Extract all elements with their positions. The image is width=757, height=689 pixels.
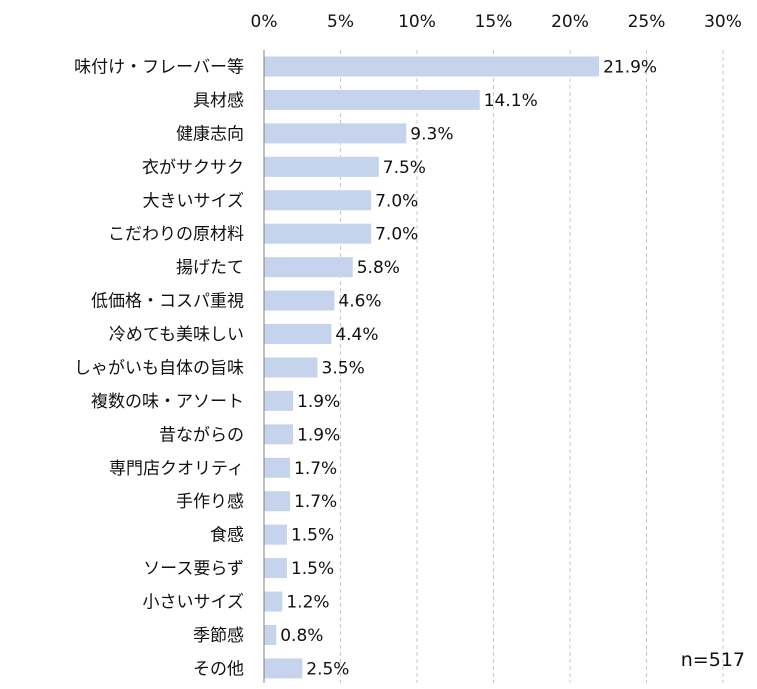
category-label: 低価格・コスパ重視 bbox=[91, 292, 244, 312]
x-tick-label: 5% bbox=[327, 12, 354, 32]
bar bbox=[264, 357, 318, 378]
gridlines bbox=[340, 50, 724, 683]
x-tick-label: 30% bbox=[704, 12, 742, 32]
bar bbox=[264, 123, 407, 144]
bar bbox=[264, 624, 277, 645]
value-label: 4.6% bbox=[338, 292, 381, 312]
bar bbox=[264, 223, 372, 244]
category-label: しゃがいも自体の旨味 bbox=[74, 358, 244, 378]
value-label: 1.5% bbox=[291, 559, 334, 579]
bar bbox=[264, 156, 379, 177]
category-label: 季節感 bbox=[193, 626, 244, 646]
category-label: 具材感 bbox=[193, 91, 244, 111]
category-label: 冷めても美味しい bbox=[109, 325, 244, 345]
value-label: 0.8% bbox=[280, 626, 323, 646]
category-label: 複数の味・アソート bbox=[91, 392, 244, 412]
category-label: 衣がサクサク bbox=[142, 158, 244, 178]
category-label: 揚げたて bbox=[176, 258, 244, 278]
bar bbox=[264, 257, 353, 278]
bar bbox=[264, 56, 600, 77]
category-label: その他 bbox=[193, 659, 244, 679]
bar bbox=[264, 591, 283, 612]
bar bbox=[264, 524, 287, 545]
category-label: 昔ながらの bbox=[159, 425, 244, 445]
category-label: こだわりの原材料 bbox=[108, 225, 244, 245]
value-label: 3.5% bbox=[322, 358, 365, 378]
value-label: 1.7% bbox=[294, 492, 337, 512]
value-label: 7.0% bbox=[375, 225, 418, 245]
value-label: 1.5% bbox=[291, 526, 334, 546]
bar bbox=[264, 558, 287, 579]
sample-size-annotation: n=517 bbox=[681, 649, 745, 671]
bar bbox=[264, 390, 294, 411]
category-label: ソース要らず bbox=[143, 559, 244, 579]
category-label: 食感 bbox=[210, 526, 244, 546]
value-label: 7.0% bbox=[375, 191, 418, 211]
value-label: 1.9% bbox=[297, 392, 340, 412]
bar bbox=[264, 324, 332, 345]
category-label: 健康志向 bbox=[176, 124, 244, 144]
value-label: 1.9% bbox=[297, 425, 340, 445]
x-tick-label: 15% bbox=[475, 12, 513, 32]
bar bbox=[264, 658, 303, 679]
value-label: 4.4% bbox=[335, 325, 378, 345]
value-labels: 21.9% 14.1% 9.3% 7.5% 7.0% 7.0% 5.8% 4.6% 4.4% 3.… bbox=[280, 58, 657, 680]
bar bbox=[264, 89, 480, 110]
category-label: 味付け・フレーバー等 bbox=[74, 58, 244, 78]
x-tick-label: 25% bbox=[628, 12, 666, 32]
value-label: 5.8% bbox=[357, 258, 400, 278]
value-label: 21.9% bbox=[603, 58, 657, 78]
bar bbox=[264, 424, 294, 445]
category-label: 大きいサイズ bbox=[143, 191, 245, 211]
value-label: 1.7% bbox=[294, 459, 337, 479]
x-tick-label: 0% bbox=[251, 12, 278, 32]
category-label: 小さいサイズ bbox=[143, 593, 245, 613]
value-label: 14.1% bbox=[484, 91, 538, 111]
bar bbox=[264, 491, 291, 512]
bar bbox=[264, 190, 372, 211]
x-tick-label: 20% bbox=[551, 12, 589, 32]
bar bbox=[264, 290, 335, 311]
category-label: 専門店クオリティ bbox=[109, 459, 244, 479]
x-tick-label: 10% bbox=[398, 12, 436, 32]
value-label: 7.5% bbox=[383, 158, 426, 178]
value-label: 2.5% bbox=[306, 659, 349, 679]
category-label: 手作り感 bbox=[176, 492, 244, 512]
value-label: 9.3% bbox=[410, 124, 453, 144]
x-tick-labels: 0% 5% 10% 15% 20% 25% 30% bbox=[251, 12, 742, 32]
value-label: 1.2% bbox=[286, 593, 329, 613]
bars bbox=[264, 56, 600, 679]
category-labels: 味付け・フレーバー等具材感健康志向衣がサクサク大きいサイズこだわりの原材料揚げた… bbox=[74, 58, 244, 680]
bar bbox=[264, 457, 291, 478]
